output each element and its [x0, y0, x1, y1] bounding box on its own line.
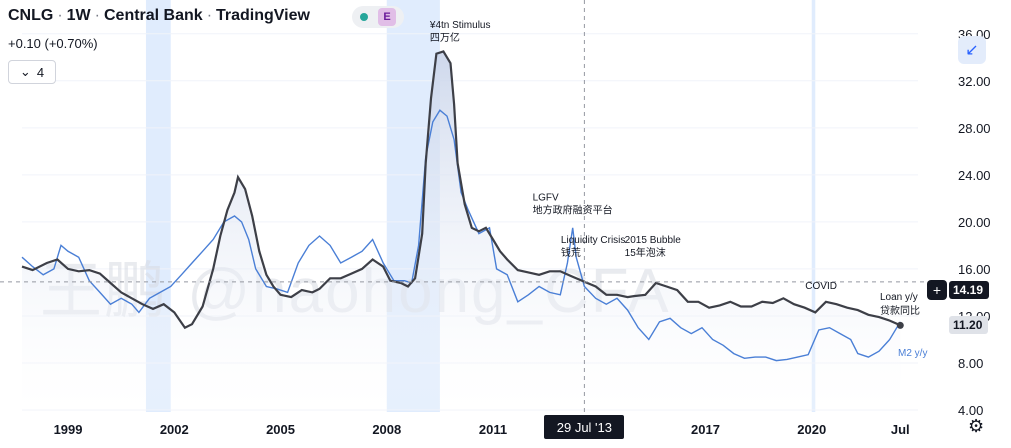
m2-price-tag: 11.20: [949, 316, 989, 335]
recession-shade-2: [811, 0, 816, 412]
platform-label: TradingView: [216, 7, 310, 24]
interval-label: 1W: [66, 7, 91, 24]
y-tick-label: 4.00: [958, 403, 983, 418]
annotation-0: ¥4tn Stimulus: [429, 20, 491, 31]
add-plus-icon[interactable]: +: [927, 280, 947, 301]
annotation-3: 2015 Bubble: [625, 235, 682, 246]
series-label-loan: Loan y/y: [880, 292, 918, 303]
chevron-down-icon: ⌄: [19, 64, 31, 79]
series-label-loan-cn: 贷款同比: [880, 304, 920, 317]
status-pill[interactable]: E: [352, 6, 404, 28]
annotation-2: Liquidity Crisis: [561, 235, 625, 246]
crosshair-date-label: 29 Jul '13: [544, 415, 625, 439]
x-tick-label: 2011: [479, 422, 507, 437]
annotation-1: LGFV: [533, 193, 559, 204]
annotation-4: COVID: [805, 281, 837, 292]
x-tick-label: 1999: [54, 422, 83, 437]
indicators-toggle-button[interactable]: ⌄ 4: [8, 60, 56, 84]
symbol-title[interactable]: CNLG · 1W · Central Bank · TradingView: [8, 7, 310, 24]
loan-last-point: [896, 321, 904, 329]
x-tick-label: 2005: [266, 422, 295, 437]
collapse-arrows-icon[interactable]: ↙: [958, 36, 986, 64]
y-tick-label: 16.00: [958, 262, 991, 277]
source-label: Central Bank: [103, 7, 203, 24]
y-tick-label: 20.00: [958, 215, 991, 230]
indicator-count: 4: [36, 64, 45, 80]
annotation-cn-1: 地方政府融资平台: [533, 204, 613, 217]
annotation-cn-0: 四万亿: [430, 31, 460, 44]
y-tick-label: 8.00: [958, 356, 983, 371]
x-tick-label: 2008: [372, 422, 401, 437]
symbol-name: CNLG: [8, 7, 54, 24]
series-line-loan: [21, 50, 901, 330]
x-tick-label: 2017: [691, 422, 720, 437]
earnings-badge: E: [378, 8, 396, 26]
y-tick-label: 32.00: [958, 74, 991, 89]
gear-icon[interactable]: ⚙: [968, 416, 985, 436]
x-tick-label: 2020: [797, 422, 826, 437]
loan-price-tag: 14.19: [949, 281, 990, 300]
y-tick-label: 24.00: [958, 168, 991, 183]
series-line-m2: [21, 109, 901, 362]
price-change: +0.10 (+0.70%): [8, 36, 98, 51]
x-tick-label: 2002: [160, 422, 189, 437]
y-tick-label: 28.00: [958, 121, 991, 136]
annotation-cn-3: 15年泡沫: [625, 246, 666, 259]
loan-area-fill: [22, 51, 901, 411]
series-label-m2: M2 y/y: [898, 348, 927, 359]
market-status-icon: [360, 13, 368, 21]
x-tick-label: Jul: [891, 422, 910, 437]
annotation-cn-2: 钱荒: [561, 246, 581, 259]
